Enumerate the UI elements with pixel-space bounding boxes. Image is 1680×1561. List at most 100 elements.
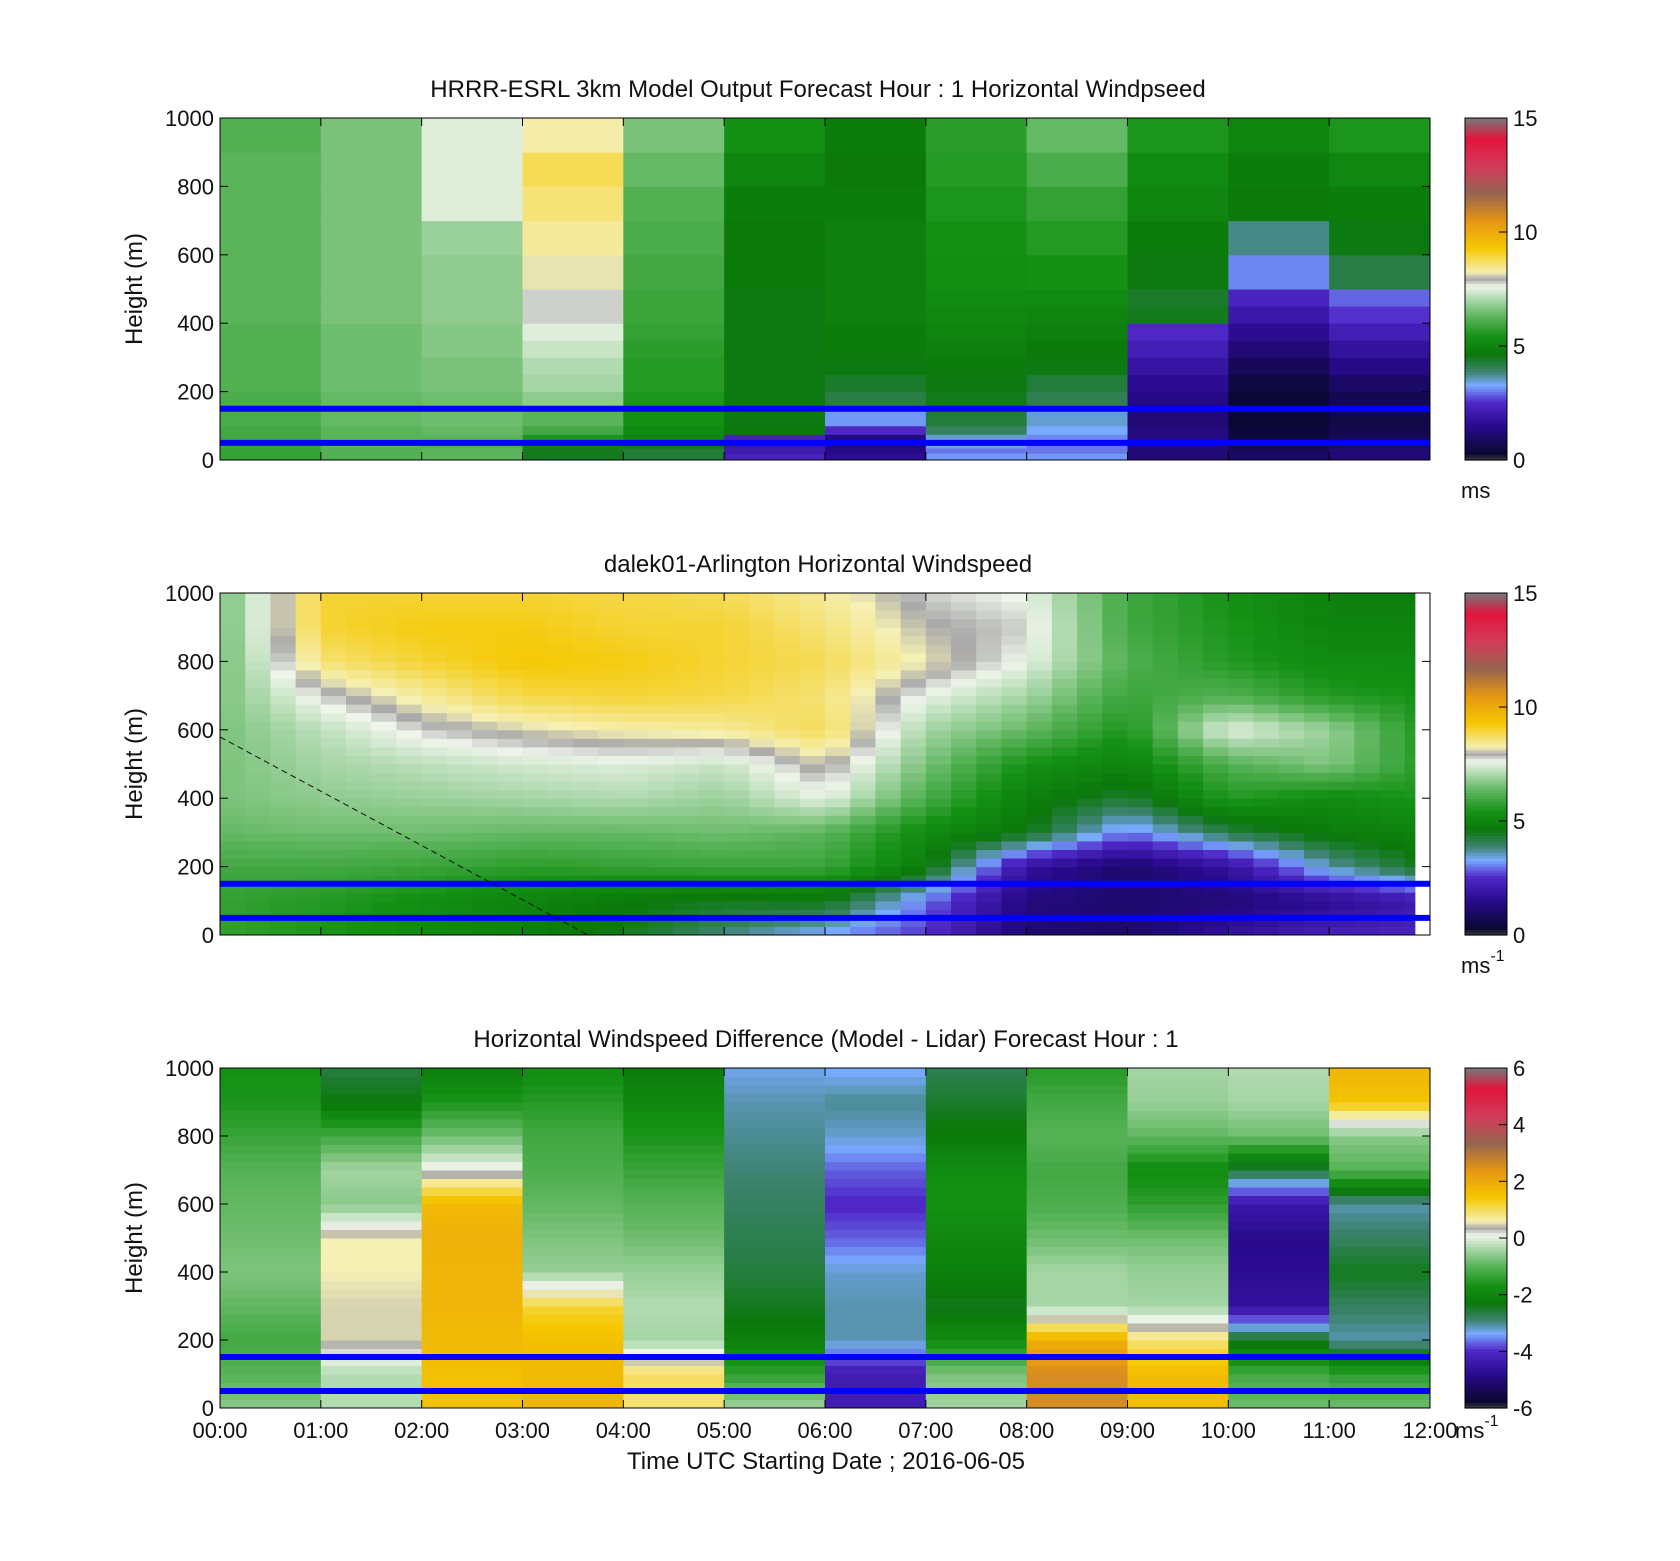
y-tick-label: 200 [177, 855, 214, 880]
heatmap-cell [1303, 875, 1330, 885]
heatmap-cell [724, 832, 750, 842]
heatmap-cell [1379, 721, 1406, 731]
heatmap-cell [1177, 866, 1204, 876]
heatmap-cell [623, 755, 650, 765]
heatmap-cell [1127, 1170, 1229, 1179]
colorbar-band [1465, 306, 1507, 310]
heatmap-cell [1354, 883, 1381, 893]
heatmap-cell [623, 1153, 725, 1162]
heatmap-cell [774, 601, 801, 611]
heatmap-cell [320, 695, 347, 705]
heatmap-cell [724, 1110, 826, 1120]
heatmap-cell [1329, 1238, 1431, 1247]
heatmap-cell [1026, 840, 1053, 850]
heatmap-cell [623, 1297, 725, 1307]
heatmap-cell [598, 917, 624, 927]
heatmap-cell [825, 1127, 927, 1137]
colorbar-band [1465, 1121, 1507, 1126]
colorbar-band [1465, 741, 1507, 745]
heatmap-cell [1051, 875, 1078, 885]
heatmap-cell [497, 738, 523, 748]
heatmap-cell [1001, 840, 1028, 850]
colorbar-band [1465, 1076, 1507, 1080]
heatmap-cell [1051, 755, 1078, 765]
colorbar-band [1465, 400, 1507, 404]
heatmap-cell [976, 746, 1002, 756]
colorbar-band [1465, 1243, 1507, 1248]
heatmap-cell [1228, 627, 1255, 637]
heatmap-cell [673, 652, 700, 662]
heatmap-cell [698, 627, 725, 637]
heatmap-cell [220, 823, 246, 833]
colorbar-band [1465, 878, 1507, 882]
heatmap-cell [1379, 644, 1406, 654]
heatmap-cell [825, 425, 927, 435]
heatmap-cell [497, 712, 523, 722]
heatmap-cell [497, 823, 523, 833]
heatmap-cell [220, 832, 246, 842]
heatmap-cell [825, 1323, 927, 1332]
heatmap-cell [1026, 789, 1053, 799]
heatmap-cell [951, 883, 977, 893]
heatmap-cell [799, 806, 826, 816]
heatmap-cell [1228, 1382, 1330, 1392]
colorbar-band [1465, 627, 1507, 631]
heatmap-cell [976, 729, 1002, 739]
heatmap-cell [774, 704, 801, 714]
colorbar-band [1465, 403, 1507, 407]
heatmap-cell [825, 746, 851, 756]
heatmap-cell [1152, 721, 1179, 731]
heatmap-cell [1127, 644, 1154, 654]
colorbar-band [1465, 1283, 1507, 1287]
heatmap-cell [623, 186, 725, 222]
heatmap-cell [799, 909, 826, 919]
heatmap-cell [648, 652, 675, 662]
heatmap-cell [421, 1221, 523, 1230]
colorbar-band [1465, 672, 1507, 677]
heatmap-cell [825, 849, 851, 859]
x-tick-label: 08:00 [999, 1418, 1054, 1443]
heatmap-cell [1329, 1204, 1431, 1213]
colorbar-band [1465, 849, 1507, 853]
heatmap-cell [1354, 764, 1381, 774]
y-tick-label: 400 [177, 1260, 214, 1285]
heatmap-cell [497, 755, 523, 765]
heatmap-cell [1329, 781, 1355, 791]
heatmap-cell [598, 669, 624, 679]
heatmap-cell [396, 644, 423, 654]
heatmap-cell [648, 738, 675, 748]
heatmap-cell [1026, 917, 1053, 927]
colorbar-band [1465, 1136, 1507, 1140]
colorbar-band [1465, 414, 1507, 418]
heatmap-cell [925, 1178, 1028, 1188]
heatmap-cell [245, 661, 271, 671]
heatmap-cell [1303, 593, 1330, 603]
heatmap-cell [1152, 627, 1179, 637]
heatmap-cell [724, 1229, 826, 1239]
heatmap-cell [1152, 789, 1179, 799]
heatmap-cell [925, 610, 952, 620]
heatmap-cell [1303, 832, 1330, 842]
heatmap-cell [875, 746, 902, 756]
heatmap-cell [673, 746, 700, 756]
heatmap-cell [1278, 712, 1305, 722]
heatmap-cell [1026, 687, 1053, 697]
heatmap-cell [850, 764, 876, 774]
heatmap-cell [951, 875, 977, 885]
heatmap-cell [522, 1331, 624, 1341]
heatmap-cell [1127, 781, 1154, 791]
heatmap-cell [698, 593, 725, 603]
heatmap-cell [724, 858, 750, 868]
heatmap-cell [396, 823, 423, 833]
heatmap-cell [598, 892, 624, 902]
heatmap-cell [1203, 806, 1229, 816]
heatmap-cell [1228, 1314, 1330, 1324]
heatmap-cell [850, 678, 876, 688]
colorbar-band [1465, 1104, 1507, 1109]
heatmap-cell [547, 610, 574, 620]
heatmap-cell [1102, 815, 1128, 825]
heatmap-cell [799, 926, 826, 936]
heatmap-cell [497, 695, 523, 705]
heatmap-cell [522, 661, 549, 671]
colorbar-band [1465, 1130, 1507, 1134]
